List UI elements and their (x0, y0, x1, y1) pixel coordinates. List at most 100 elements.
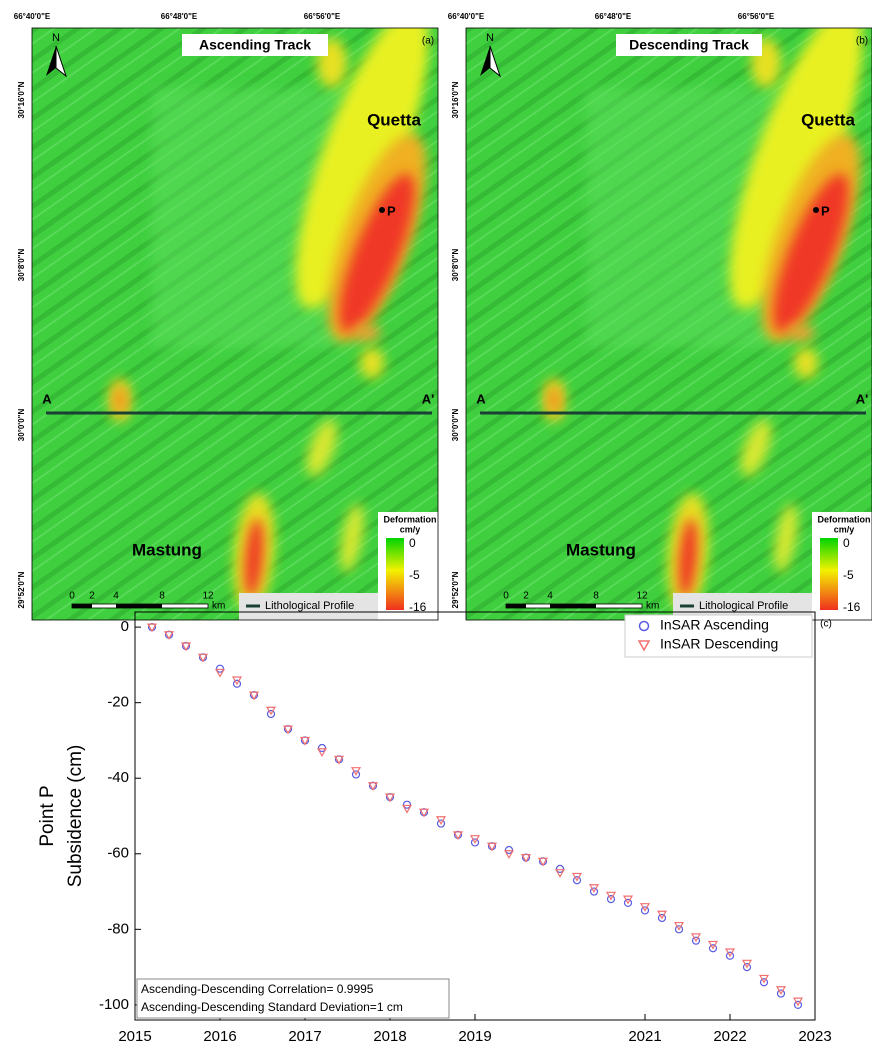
deformation-area (729, 28, 863, 309)
deformation-area (360, 347, 384, 379)
data-point (708, 944, 718, 953)
map-title: Ascending Track (199, 37, 311, 53)
data-point (197, 653, 209, 663)
legend-marker (638, 620, 650, 632)
data-point (351, 770, 361, 779)
deformation-area (114, 388, 126, 412)
deformation-area (774, 503, 798, 573)
data-point (793, 1000, 803, 1009)
title-box (616, 34, 762, 56)
legend-unit: cm/y (400, 524, 421, 534)
town-label: Mastung (566, 540, 636, 559)
lon-label: 66°56'0"E (738, 12, 775, 21)
lat-label: 30°0'0"N (451, 409, 460, 442)
data-point (571, 872, 583, 882)
data-point (657, 913, 667, 923)
lon-label: 66°48'0"E (595, 12, 632, 21)
legend-title: Deformation (817, 514, 870, 524)
data-point (742, 963, 752, 972)
data-point (486, 842, 498, 852)
lat-label: 30°8'0"N (451, 249, 460, 282)
data-point (504, 845, 514, 855)
deformation-area (794, 347, 818, 379)
scale-label: 4 (547, 591, 553, 602)
scale-seg (72, 604, 92, 608)
y-tick-label: -40 (107, 769, 129, 786)
legend-title: Deformation (383, 514, 436, 524)
data-point (605, 891, 617, 901)
data-point (589, 887, 599, 896)
data-point (266, 709, 276, 719)
data-point (333, 755, 345, 765)
north-label: N (52, 32, 60, 44)
profile-legend-box (239, 593, 384, 620)
deformation-area (306, 419, 338, 477)
data-point (282, 725, 294, 735)
chart: -100 -80 -60 -40 -20 0 2015 2016 2017 2018 2019 202… (37, 611, 832, 1045)
profile-end: A' (856, 391, 868, 406)
north-label: N (486, 32, 494, 44)
y-axis-label: Subsidence (cm) (65, 745, 86, 888)
map-frame (31, 27, 439, 621)
data-point (317, 743, 327, 753)
data-point (452, 831, 464, 841)
legend-marker (637, 640, 651, 652)
data-point (163, 631, 175, 640)
data-point (537, 857, 549, 867)
scale-label: 0 (69, 591, 75, 602)
data-point (384, 793, 396, 803)
maps: Ascending Track (a) N Quetta P A A' Mastung 0 2 4 8… (14, 12, 872, 621)
lat-label: 30°8'0"N (17, 249, 26, 282)
data-point (623, 898, 633, 907)
legend-unit: cm/y (834, 524, 855, 534)
profile-start: A (42, 391, 52, 406)
deformation-area (353, 325, 381, 341)
profile-legend-label: Lithological Profile (265, 600, 354, 612)
panel-tag: (a) (422, 36, 434, 47)
deformation-area (678, 518, 698, 598)
x-tick-label: 2015 (118, 1028, 151, 1045)
data-point (690, 933, 702, 943)
panel-tag: (c) (820, 619, 832, 630)
lon-label: 66°40'0"E (14, 12, 51, 21)
y-tick-label: -100 (99, 996, 129, 1013)
legend-tick: -16 (409, 600, 427, 614)
data-point (470, 838, 480, 847)
annotation: Ascending-Descending Standard Deviation=… (141, 1000, 403, 1014)
data-point (215, 664, 225, 673)
panel-tag: (b) (856, 36, 868, 47)
lon-label: 66°40'0"E (448, 12, 485, 21)
data-point (214, 668, 226, 678)
city-label: Quetta (801, 110, 855, 129)
lon-label: 66°48'0"E (161, 12, 198, 21)
point-label: P (387, 203, 396, 218)
x-tick-label: 2021 (628, 1028, 661, 1045)
annotation-box (136, 978, 450, 1019)
data-point (316, 748, 328, 757)
legend-tick: 0 (409, 536, 416, 550)
scale-label: 2 (523, 591, 529, 602)
profile-end: A' (422, 391, 434, 406)
point-marker (813, 207, 819, 213)
data-point (759, 978, 769, 987)
data-point (724, 948, 736, 958)
annotation: Ascending-Descending Correlation= 0.9995 (141, 982, 374, 996)
data-point (350, 767, 362, 776)
map-panel: Descending Track (b) N Quetta P A A' Mastung 0 2 4… (465, 27, 872, 621)
scale-label: 4 (113, 591, 119, 602)
point-marker (379, 207, 385, 213)
data-point (741, 959, 753, 969)
y-tick-label: -20 (107, 694, 129, 711)
data-point (180, 642, 192, 652)
profile-legend-label: Lithological Profile (699, 600, 788, 612)
data-point (674, 925, 684, 934)
data-point (401, 804, 413, 814)
scale-seg (116, 604, 162, 608)
north-arrow (46, 46, 56, 76)
legend-ramp (386, 538, 404, 610)
data-point (572, 876, 582, 885)
x-tick-label: 2022 (713, 1028, 746, 1045)
plot-frame (134, 611, 816, 1021)
data-point (792, 997, 804, 1007)
